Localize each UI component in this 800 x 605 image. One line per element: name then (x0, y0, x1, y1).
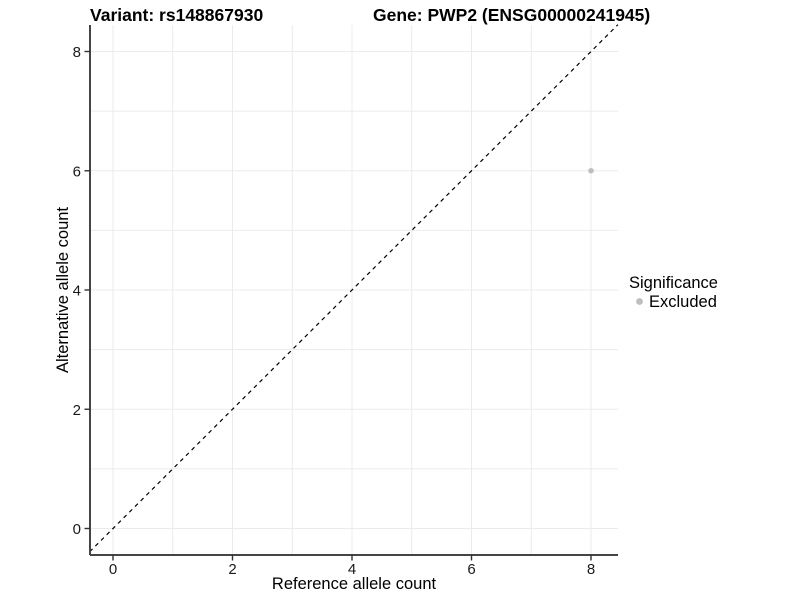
legend: Significance Excluded (629, 274, 718, 311)
gridlines (90, 25, 618, 555)
x-tick-label: 6 (467, 561, 475, 578)
y-tick-label: 0 (73, 521, 81, 538)
y-tick-label: 2 (73, 402, 81, 419)
data-point (588, 167, 594, 174)
x-tick-label: 8 (587, 561, 595, 578)
y-axis-title: Alternative allele count (54, 207, 72, 373)
y-tick-label: 4 (73, 283, 81, 300)
axis-ticks (84, 50, 592, 561)
y-tick-label: 6 (73, 163, 81, 180)
x-tick-label: 4 (348, 561, 356, 578)
y-tick-label: 8 (73, 44, 81, 61)
plot-title-variant: Variant: rs148867930 (90, 5, 263, 25)
data-points (588, 167, 594, 174)
plot-title-gene: Gene: PWP2 (ENSG00000241945) (373, 5, 650, 25)
legend-entry-label: Excluded (649, 293, 717, 311)
x-tick-label: 0 (109, 561, 117, 578)
tick-labels: 0 2 4 6 8 0 2 4 6 8 (73, 44, 596, 578)
x-tick-label: 2 (228, 561, 236, 578)
identity-dashed-line (89, 24, 619, 553)
legend-title: Significance (629, 274, 718, 292)
legend-marker-icon (636, 298, 643, 305)
x-axis-title: Reference allele count (272, 575, 437, 593)
identity-line (89, 24, 619, 553)
